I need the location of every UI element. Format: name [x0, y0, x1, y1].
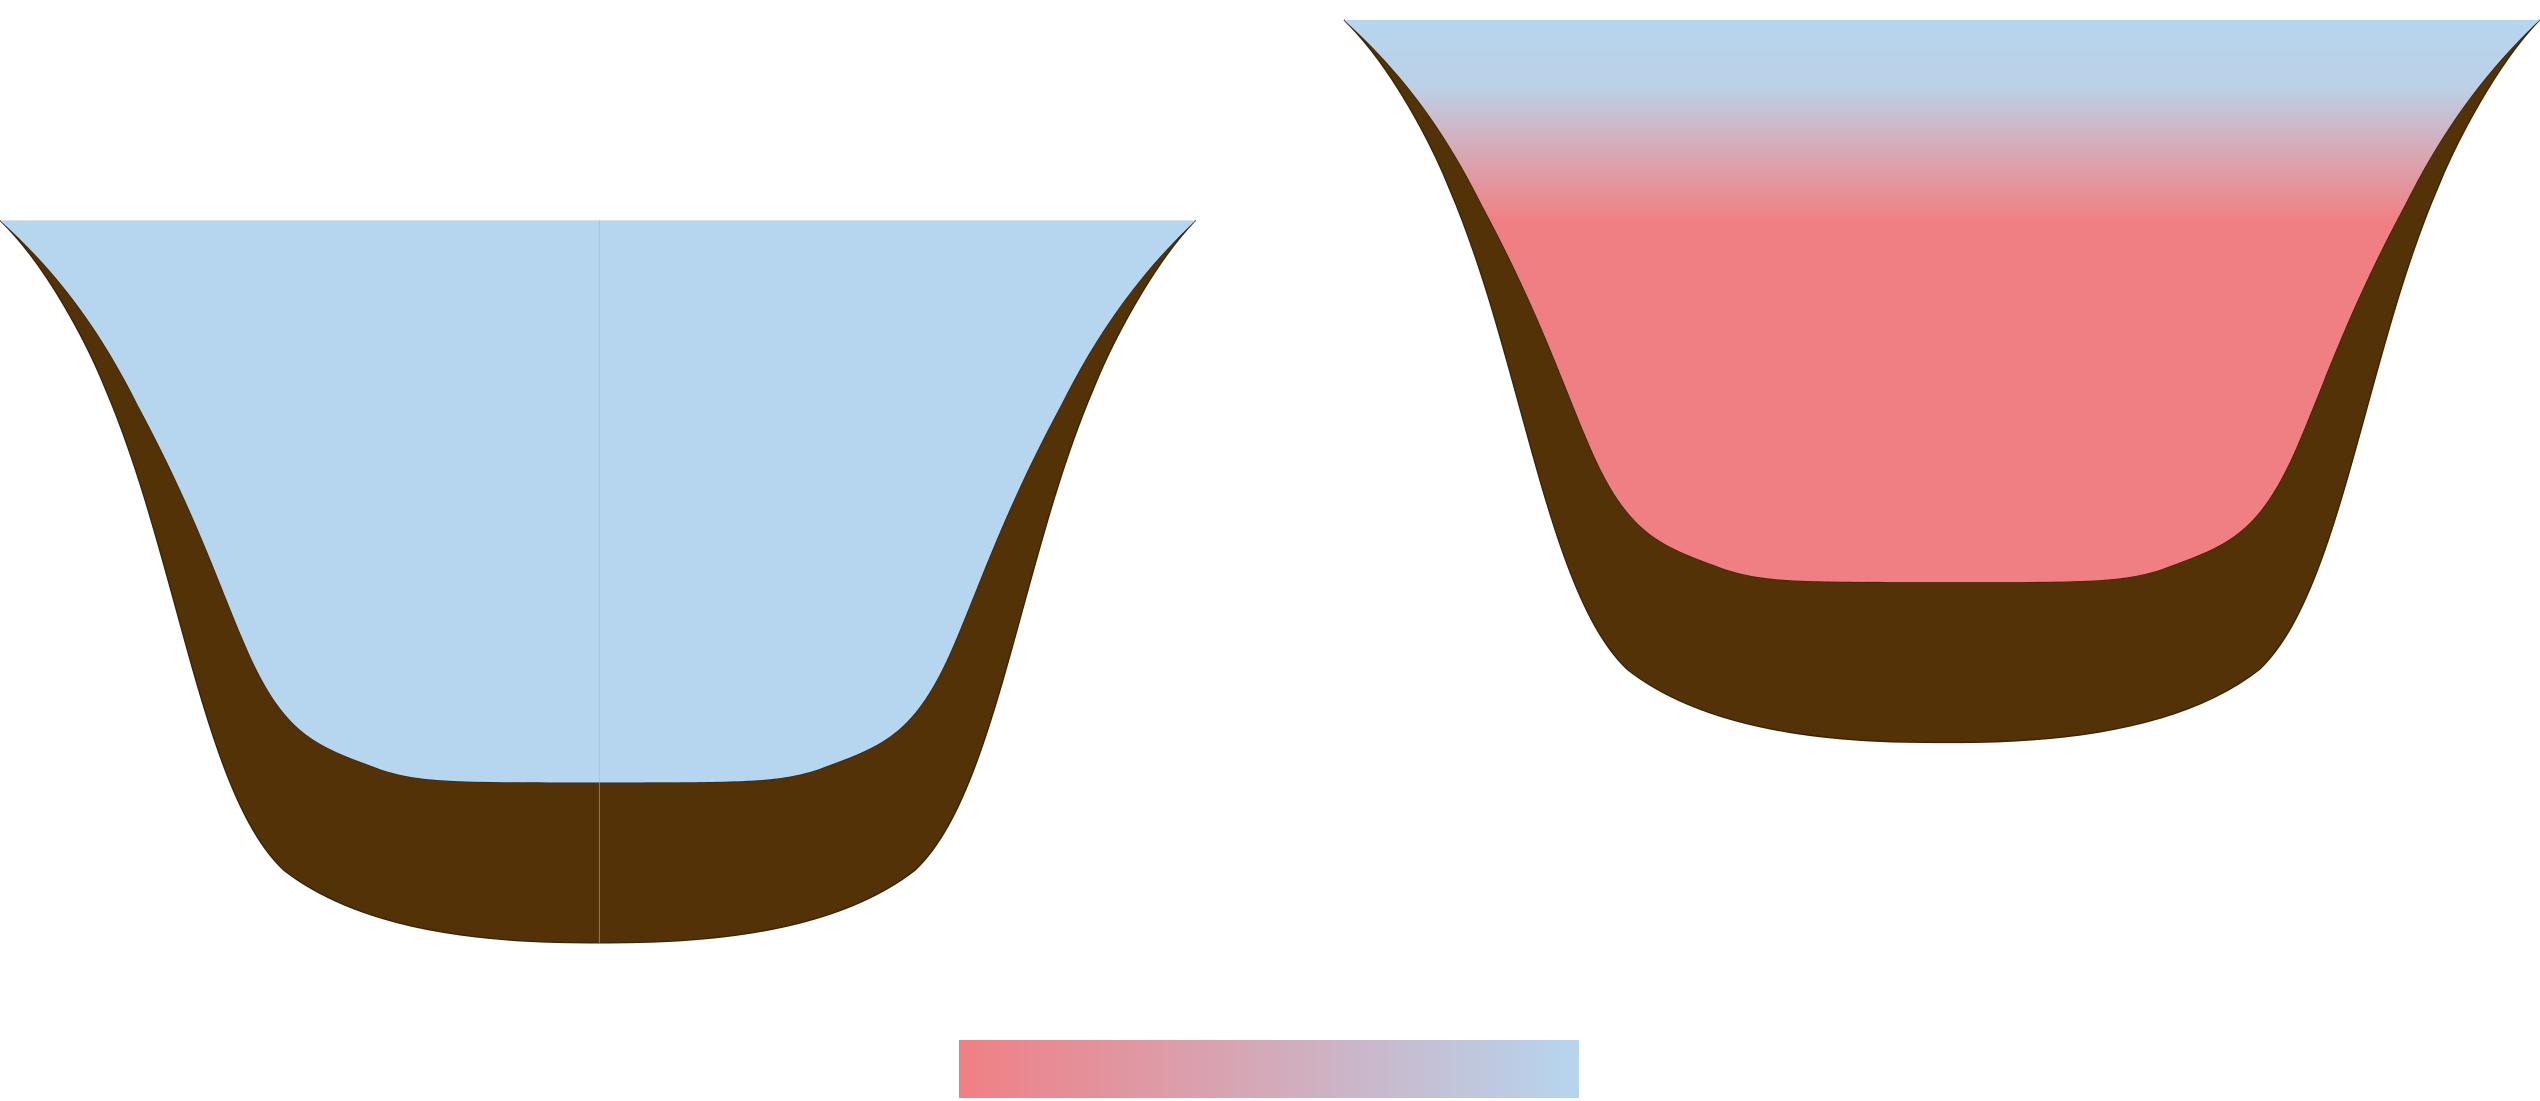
liquid	[0, 220, 1196, 783]
liquid	[1344, 19, 2540, 583]
gradient-bar	[959, 1040, 1579, 1098]
left-bowl	[0, 219, 1197, 944]
right-bowl	[1343, 19, 2540, 744]
